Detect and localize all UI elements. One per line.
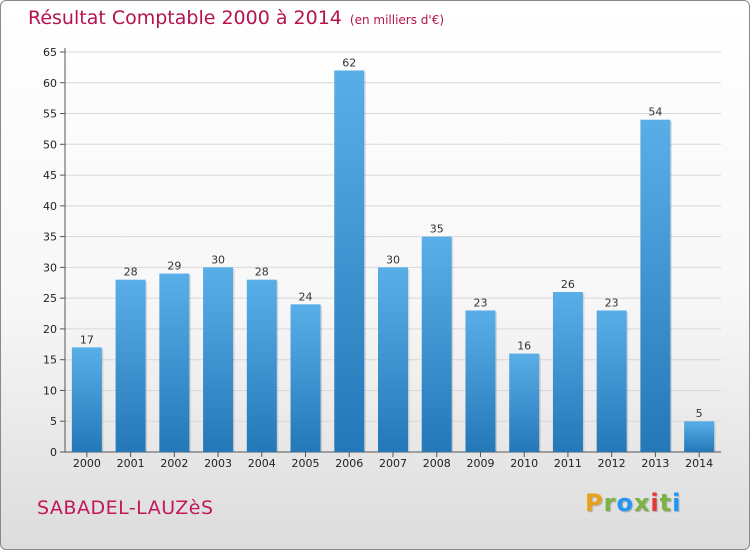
bar <box>71 347 102 452</box>
bar <box>596 310 627 452</box>
y-tick-label: 60 <box>43 77 57 90</box>
y-tick-label: 65 <box>43 46 57 59</box>
bar-value-label: 35 <box>430 223 444 236</box>
logo-letter: r <box>603 489 617 517</box>
bar-value-label: 62 <box>342 56 356 69</box>
bar <box>509 353 540 452</box>
bar-value-label: 30 <box>386 253 400 266</box>
x-tick-label: 2005 <box>292 457 320 470</box>
bar-value-label: 17 <box>80 333 94 346</box>
x-tick-label: 2003 <box>204 457 232 470</box>
bar <box>159 273 190 452</box>
bar-value-label: 28 <box>255 266 269 279</box>
y-tick-label: 55 <box>43 108 57 121</box>
bar-value-label: 54 <box>648 106 662 119</box>
y-tick-label: 40 <box>43 200 57 213</box>
bar-value-label: 28 <box>124 266 138 279</box>
y-tick-label: 35 <box>43 231 57 244</box>
y-tick-label: 20 <box>43 323 57 336</box>
bar-value-label: 26 <box>561 278 575 291</box>
proxiti-logo: Proxiti <box>585 489 681 517</box>
y-tick-label: 15 <box>43 354 57 367</box>
x-tick-label: 2010 <box>510 457 538 470</box>
x-tick-label: 2001 <box>117 457 145 470</box>
title-text: Résultat Comptable 2000 à 2014 <box>28 7 342 29</box>
x-tick-label: 2002 <box>160 457 188 470</box>
x-tick-label: 2008 <box>423 457 451 470</box>
logo-letter: i <box>650 489 660 517</box>
bar <box>378 267 408 452</box>
bar-value-label: 16 <box>517 340 531 353</box>
x-tick-label: 2011 <box>554 457 582 470</box>
bar-value-label: 5 <box>696 407 703 420</box>
x-tick-label: 2006 <box>335 457 363 470</box>
place-name: SABADEL-LAUZèS <box>37 497 214 519</box>
bar <box>684 421 715 452</box>
x-tick-label: 2009 <box>466 457 494 470</box>
x-tick-label: 2014 <box>685 457 713 470</box>
logo-letter: o <box>616 489 634 517</box>
y-tick-label: 5 <box>50 415 57 428</box>
bar <box>203 267 234 452</box>
logo-letter: t <box>659 489 673 517</box>
x-tick-label: 2013 <box>641 457 669 470</box>
bar <box>290 304 321 452</box>
logo-letter: i <box>672 489 682 517</box>
y-tick-label: 10 <box>43 384 57 397</box>
y-tick-label: 45 <box>43 169 57 182</box>
y-tick-label: 25 <box>43 292 57 305</box>
bar <box>246 279 277 452</box>
y-tick-label: 30 <box>43 261 57 274</box>
x-tick-label: 2004 <box>248 457 276 470</box>
y-tick-label: 0 <box>50 446 57 459</box>
logo-letter: x <box>633 489 651 517</box>
bar-value-label: 24 <box>299 290 313 303</box>
x-tick-label: 2012 <box>598 457 626 470</box>
bar <box>640 119 671 452</box>
y-tick-label: 50 <box>43 138 57 151</box>
bar-value-label: 23 <box>605 296 619 309</box>
bar <box>334 70 365 452</box>
title-unit: (en milliers d'€) <box>349 13 445 27</box>
bar <box>552 292 583 452</box>
x-tick-label: 2000 <box>73 457 101 470</box>
bar <box>421 236 452 452</box>
bar <box>465 310 496 452</box>
x-tick-label: 2007 <box>379 457 407 470</box>
bar <box>115 279 146 452</box>
chart-title: Résultat Comptable 2000 à 2014 (en millie… <box>28 7 444 29</box>
bar-value-label: 23 <box>473 296 487 309</box>
logo-letter: P <box>585 489 604 517</box>
bar-value-label: 30 <box>211 253 225 266</box>
bar-value-label: 29 <box>167 260 181 273</box>
